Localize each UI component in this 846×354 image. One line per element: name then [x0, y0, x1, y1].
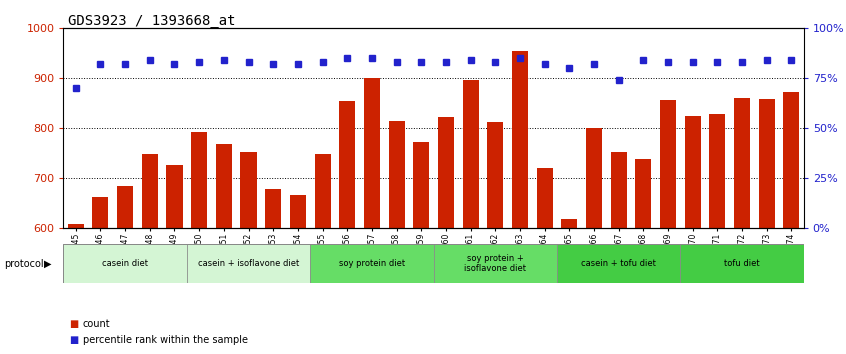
Text: GDS3923 / 1393668_at: GDS3923 / 1393668_at — [68, 14, 235, 28]
Bar — [310, 244, 433, 283]
Bar — [240, 152, 256, 228]
Bar — [167, 165, 183, 228]
Bar — [684, 116, 700, 228]
Bar — [635, 159, 651, 228]
Bar — [92, 197, 108, 228]
Text: casein + tofu diet: casein + tofu diet — [581, 259, 656, 268]
Bar — [364, 78, 380, 228]
Bar — [557, 244, 680, 283]
Bar — [265, 189, 281, 228]
Bar — [709, 114, 725, 228]
Bar — [660, 100, 676, 228]
Bar — [463, 80, 479, 228]
Bar — [315, 154, 331, 228]
Bar — [290, 195, 306, 228]
Bar — [117, 186, 133, 228]
Text: ▶: ▶ — [44, 259, 52, 269]
Text: ■: ■ — [69, 335, 79, 345]
Bar — [216, 144, 232, 228]
Bar — [433, 244, 557, 283]
Bar — [734, 98, 750, 228]
Bar — [783, 92, 799, 228]
Bar — [413, 142, 429, 228]
Bar — [512, 51, 528, 228]
Text: protocol: protocol — [4, 259, 44, 269]
Bar — [487, 122, 503, 228]
Text: soy protein +
isoflavone diet: soy protein + isoflavone diet — [464, 254, 526, 273]
Bar — [536, 168, 552, 228]
Text: soy protein diet: soy protein diet — [339, 259, 405, 268]
Bar — [339, 101, 355, 228]
Bar — [759, 99, 775, 228]
Text: percentile rank within the sample: percentile rank within the sample — [83, 335, 248, 345]
Bar — [388, 121, 404, 228]
Text: casein diet: casein diet — [102, 259, 148, 268]
Bar — [187, 244, 310, 283]
Bar — [586, 128, 602, 228]
Bar — [191, 132, 207, 228]
Bar — [611, 152, 627, 228]
Bar — [438, 117, 454, 228]
Bar — [63, 244, 187, 283]
Bar — [680, 244, 804, 283]
Text: ■: ■ — [69, 319, 79, 329]
Bar — [561, 219, 577, 228]
Bar — [68, 224, 84, 228]
Text: casein + isoflavone diet: casein + isoflavone diet — [198, 259, 299, 268]
Bar — [142, 154, 158, 228]
Text: tofu diet: tofu diet — [724, 259, 760, 268]
Text: count: count — [83, 319, 111, 329]
